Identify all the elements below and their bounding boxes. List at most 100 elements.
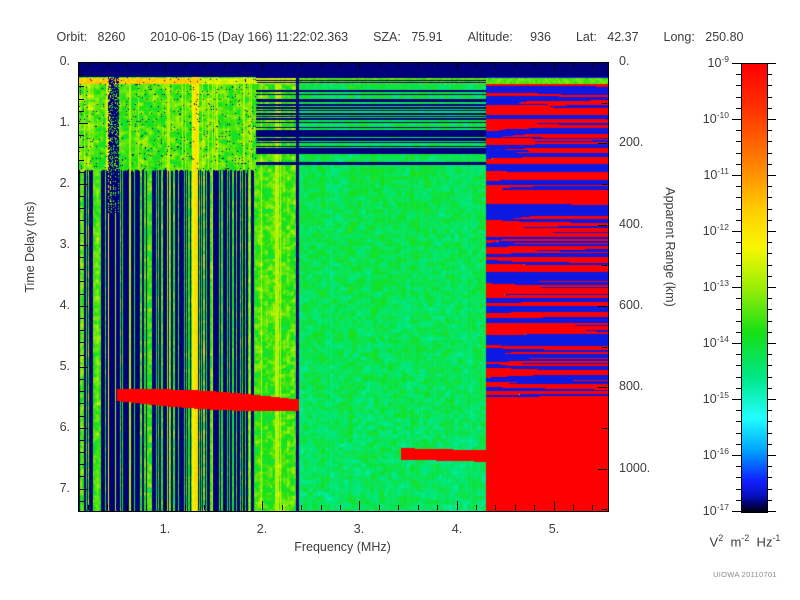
axis-tick <box>736 265 741 266</box>
axis-tick <box>736 276 741 277</box>
credit-text: UIOWA 20110701 <box>713 570 777 579</box>
axis-tick <box>767 197 772 198</box>
axis-tick <box>767 164 772 165</box>
colorbar-tick-label: 10-17 <box>702 502 729 519</box>
axis-tick <box>79 355 84 356</box>
colorbar-units: V2 m-2 Hz-1 <box>709 533 781 550</box>
axis-tick <box>767 242 772 243</box>
orbit-value: 8260 <box>97 30 126 44</box>
axis-tick <box>736 298 741 299</box>
axis-tick <box>88 63 89 67</box>
axis-tick <box>398 505 399 510</box>
axis-tick <box>767 130 772 131</box>
axis-tick <box>767 186 772 187</box>
axis-tick <box>204 505 205 510</box>
axis-tick <box>476 63 477 67</box>
axis-tick <box>767 321 772 322</box>
axis-tick <box>736 186 741 187</box>
y-axis-left-title: Time Delay (ms) <box>23 201 37 293</box>
axis-tick <box>767 489 772 490</box>
axis-tick <box>736 242 741 243</box>
axis-tick <box>736 410 741 411</box>
y-right-tick-label: 800. <box>619 379 644 393</box>
axis-tick <box>736 466 741 467</box>
spectrogram-image <box>79 63 608 511</box>
axis-tick <box>598 143 607 144</box>
axis-tick <box>767 466 772 467</box>
x-tick-label: 1. <box>159 522 171 536</box>
y-left-tick-label: 2. <box>59 176 70 190</box>
axis-tick <box>146 63 147 67</box>
axis-tick <box>736 421 741 422</box>
axis-tick <box>79 281 84 282</box>
axis-tick <box>736 500 741 501</box>
axis-tick <box>79 330 84 331</box>
axis-tick <box>736 197 741 198</box>
axis-tick <box>767 287 776 288</box>
axis-tick <box>767 433 772 434</box>
axis-tick <box>736 433 741 434</box>
axis-tick <box>736 209 741 210</box>
header-metadata: Orbit: 8260 2010-06-15 (Day 166) 11:22:0… <box>0 30 800 46</box>
axis-tick <box>282 505 283 510</box>
axis-tick <box>736 332 741 333</box>
axis-tick <box>767 119 776 120</box>
axis-tick <box>554 63 555 70</box>
axis-tick <box>767 141 772 142</box>
axis-tick <box>767 511 776 512</box>
colorbar-tick-label: 10-13 <box>702 278 729 295</box>
axis-tick <box>515 505 516 510</box>
x-tick-label: 5. <box>548 522 560 536</box>
long-value: 250.80 <box>705 30 744 44</box>
axis-tick <box>79 452 84 453</box>
axis-tick <box>736 253 741 254</box>
axis-tick <box>767 253 772 254</box>
axis-tick <box>767 410 772 411</box>
axis-tick <box>79 208 84 209</box>
axis-tick <box>127 505 128 510</box>
x-axis-title: Frequency (MHz) <box>294 540 391 554</box>
axis-tick <box>79 196 84 197</box>
y-left-tick-label: 6. <box>59 420 70 434</box>
axis-tick <box>767 354 772 355</box>
axis-tick <box>79 220 84 221</box>
axis-tick <box>79 99 84 100</box>
axis-tick <box>359 501 360 510</box>
axis-tick <box>767 500 772 501</box>
axis-tick <box>598 306 607 307</box>
axis-tick <box>767 421 772 422</box>
colorbar-gradient <box>742 64 767 512</box>
axis-tick <box>79 245 88 246</box>
axis-tick <box>732 287 741 288</box>
axis-tick <box>79 391 84 392</box>
y-left-tick-label: 3. <box>59 237 70 251</box>
axis-tick <box>767 343 776 344</box>
axis-tick <box>534 63 535 67</box>
axis-tick <box>79 135 84 136</box>
axis-tick <box>602 428 607 429</box>
axis-tick <box>732 63 741 64</box>
axis-tick <box>79 501 84 502</box>
axis-tick <box>79 62 88 63</box>
axis-tick <box>79 269 84 270</box>
axis-tick <box>79 367 88 368</box>
colorbar-tick-label: 10-10 <box>702 110 729 127</box>
axis-tick <box>437 505 438 510</box>
axis-tick <box>736 377 741 378</box>
axis-tick <box>79 74 84 75</box>
axis-tick <box>767 455 776 456</box>
axis-tick <box>243 63 244 67</box>
colorbar <box>741 63 768 513</box>
axis-tick <box>736 365 741 366</box>
axis-tick <box>301 63 302 67</box>
axis-tick <box>88 505 89 510</box>
axis-tick <box>359 63 360 70</box>
x-tick-label: 2. <box>256 522 268 536</box>
colorbar-tick-label: 10-11 <box>703 166 729 183</box>
axis-tick <box>767 74 772 75</box>
y-right-tick-label: 0. <box>619 54 630 68</box>
lat-value: 42.37 <box>607 30 639 44</box>
axis-tick <box>736 97 741 98</box>
sza-label: SZA: <box>373 30 401 44</box>
axis-tick <box>79 440 84 441</box>
